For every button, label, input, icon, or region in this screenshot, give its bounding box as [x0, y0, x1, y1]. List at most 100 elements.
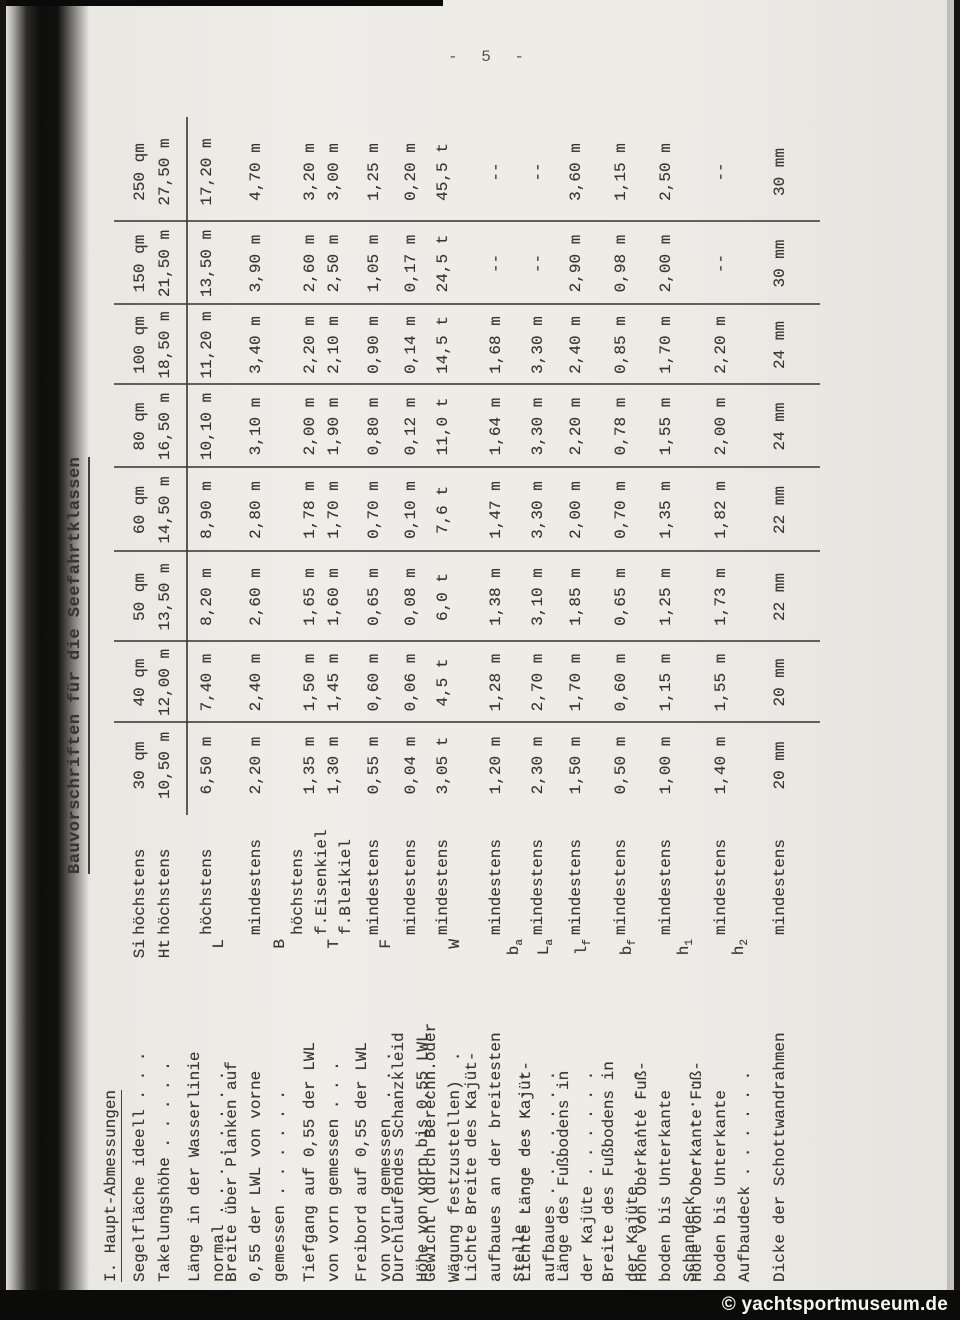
column-separator-line — [114, 721, 820, 723]
table-row: Segelfläche ideell . . . Si höchstens 30 qm… — [128, 112, 152, 1282]
value-cell: 1,82 m — [712, 481, 730, 539]
value-cell: 2,40 m — [567, 316, 585, 374]
value-cell: 3,20 m 3,00 m — [298, 122, 346, 222]
value-cell: 10,50 m — [156, 731, 174, 800]
qualifier-line: mindestens — [434, 838, 452, 935]
value-cell: 22 mm — [771, 486, 789, 535]
value-cell: 11,0 t — [434, 397, 452, 456]
value-line: 1,78 m — [301, 481, 319, 539]
row-label-line: Tiefgang auf 0,55 der LWL — [301, 1041, 319, 1282]
row-label-line: Breite des Fußbodens in — [600, 1061, 618, 1282]
row-label-line: Lichte Breite des Kajüt- — [463, 1051, 481, 1282]
value-cell: 12,00 m — [156, 648, 174, 717]
value-cell: 2,70 m — [529, 653, 547, 712]
row-symbol: h2 — [729, 939, 751, 956]
value-cell: 1,68 m — [487, 316, 505, 374]
row-label-line: Freibord auf 0,55 der LWL — [353, 1041, 371, 1282]
value-cell: 13,50 m — [156, 563, 174, 631]
qualifier-line: mindestens — [712, 838, 730, 935]
table-row: Dicke der Schottwandrahmen mindestens 20 m… — [768, 112, 792, 1282]
value-cell: 2,60 m 2,50 m — [298, 222, 346, 305]
value-cell: 30 qm — [131, 741, 149, 790]
qualifier-line: mindestens — [487, 838, 505, 935]
row-symbol: Ht — [156, 939, 174, 959]
row-label: Dicke der Schottwandrahmen — [768, 935, 792, 1282]
row-qualifier: mindestens — [362, 808, 386, 935]
value-cell: 21,50 m — [156, 229, 174, 298]
value-cell: 0,60 m — [365, 653, 383, 712]
value-cell: 24,5 t — [434, 234, 452, 293]
value-cell: 2,00 m — [657, 234, 675, 293]
value-cell: -- — [529, 253, 547, 274]
row-qualifier: mindestens — [526, 808, 550, 935]
row-label-line: Höhe von Oberkante Fuß- — [688, 1061, 706, 1282]
value-cell: 1,28 m — [487, 653, 505, 712]
value-cell: 2,60 m — [247, 568, 265, 626]
value-cell: 100 qm — [131, 316, 149, 374]
value-cell: 3,10 m — [529, 568, 547, 626]
value-cell: 14,50 m — [156, 476, 174, 544]
row-label-line: boden bis Unterkante — [657, 1089, 675, 1282]
row-label: Höhe von Oberkante Fuß-boden bis Unterka… — [685, 935, 757, 1282]
value-cell: 6,50 m — [198, 736, 216, 795]
value-cell: 2,40 m — [247, 653, 265, 712]
value-cell: 1,05 m — [365, 234, 383, 293]
row-label-line: Gewicht (durch Berechn.oder — [422, 1022, 440, 1282]
value-cell: 20 mm — [771, 741, 789, 790]
value-cell: 40 qm — [131, 658, 149, 707]
column-separator-line — [114, 303, 820, 305]
value-cell: 8,20 m — [198, 568, 216, 626]
value-cell: 80 qm — [131, 402, 149, 451]
value-cell: 1,70 m — [657, 316, 675, 374]
qualifier-line: mindestens — [567, 838, 585, 935]
value-cell: 1,47 m — [487, 481, 505, 539]
value-cell: 2,00 m 1,90 m — [298, 385, 346, 468]
qualifier-line: höchstens — [131, 848, 149, 935]
row-symbol: T — [325, 939, 343, 949]
value-line: 1,70 m — [325, 481, 343, 539]
qualifier-line: mindestens — [247, 838, 265, 935]
value-cell: -- — [487, 253, 505, 274]
value-cell: 3,30 m — [529, 481, 547, 539]
row-qualifier: mindestens — [244, 808, 268, 935]
row-qualifier: mindestens — [768, 808, 792, 935]
value-cell: 1,55 m — [712, 653, 730, 712]
row-label-line: aufbaues an der breitesten — [487, 1032, 505, 1282]
value-cell: 27,50 m — [156, 138, 174, 206]
qualifier-line: mindestens — [771, 838, 789, 935]
value-cell: 0,70 m — [365, 481, 383, 539]
table-row: Tiefgang auf 0,55 der LWL von vorn gemess… — [286, 112, 358, 1282]
value-cell: 7,40 m — [198, 653, 216, 712]
value-cell: 17,20 m — [198, 138, 216, 206]
value-cell: 10,10 m — [198, 392, 216, 461]
row-label-line: Takelungshöhe . . . . . — [156, 1061, 174, 1282]
value-cell: 3,10 m — [247, 397, 265, 456]
value-cell: 22 mm — [771, 573, 789, 622]
value-cell: 1,64 m — [487, 397, 505, 456]
row-label: Segelfläche ideell . . . Si — [128, 935, 152, 1282]
value-cell: 16,50 m — [156, 392, 174, 461]
scan-top-edge — [6, 0, 443, 6]
row-label-line: Länge in der Wasserlinie — [186, 1051, 204, 1282]
rotated-table-block: Bauvorschriften für die Seefahrtklassen … — [0, 50, 830, 1320]
value-cell: 1,50 m 1,45 m — [298, 642, 346, 723]
row-label-line: Höhe von Oberkante Fuß- — [633, 1061, 651, 1282]
value-cell: 0,55 m — [365, 736, 383, 795]
value-cell: 13,50 m — [198, 229, 216, 298]
value-cell: 1,65 m 1,60 m — [298, 552, 346, 642]
row-qualifier: höchstens — [195, 808, 219, 935]
qualifier-line: f.Eisenkiel — [313, 829, 331, 935]
row-qualifier: mindestens — [431, 808, 455, 935]
value-cell: 0,80 m — [365, 397, 383, 456]
value-cell: 50 qm — [131, 573, 149, 622]
row-label: Breite über Planken auf 0,55 der LWL von … — [220, 935, 292, 1282]
value-cell: 2,30 m — [529, 736, 547, 795]
value-cell: 3,40 m — [247, 316, 265, 374]
value-cell: -- — [712, 162, 730, 182]
value-cell: 30 mm — [771, 148, 789, 197]
page-number: - 5 - — [448, 48, 532, 66]
value-cell: 1,40 m — [712, 736, 730, 795]
table-row: Takelungshöhe . . . . . Ht höchstens 10,50 … — [153, 112, 177, 1282]
value-cell: 1,25 m — [365, 143, 383, 201]
value-cell: 2,20 m 2,10 m — [298, 305, 346, 385]
